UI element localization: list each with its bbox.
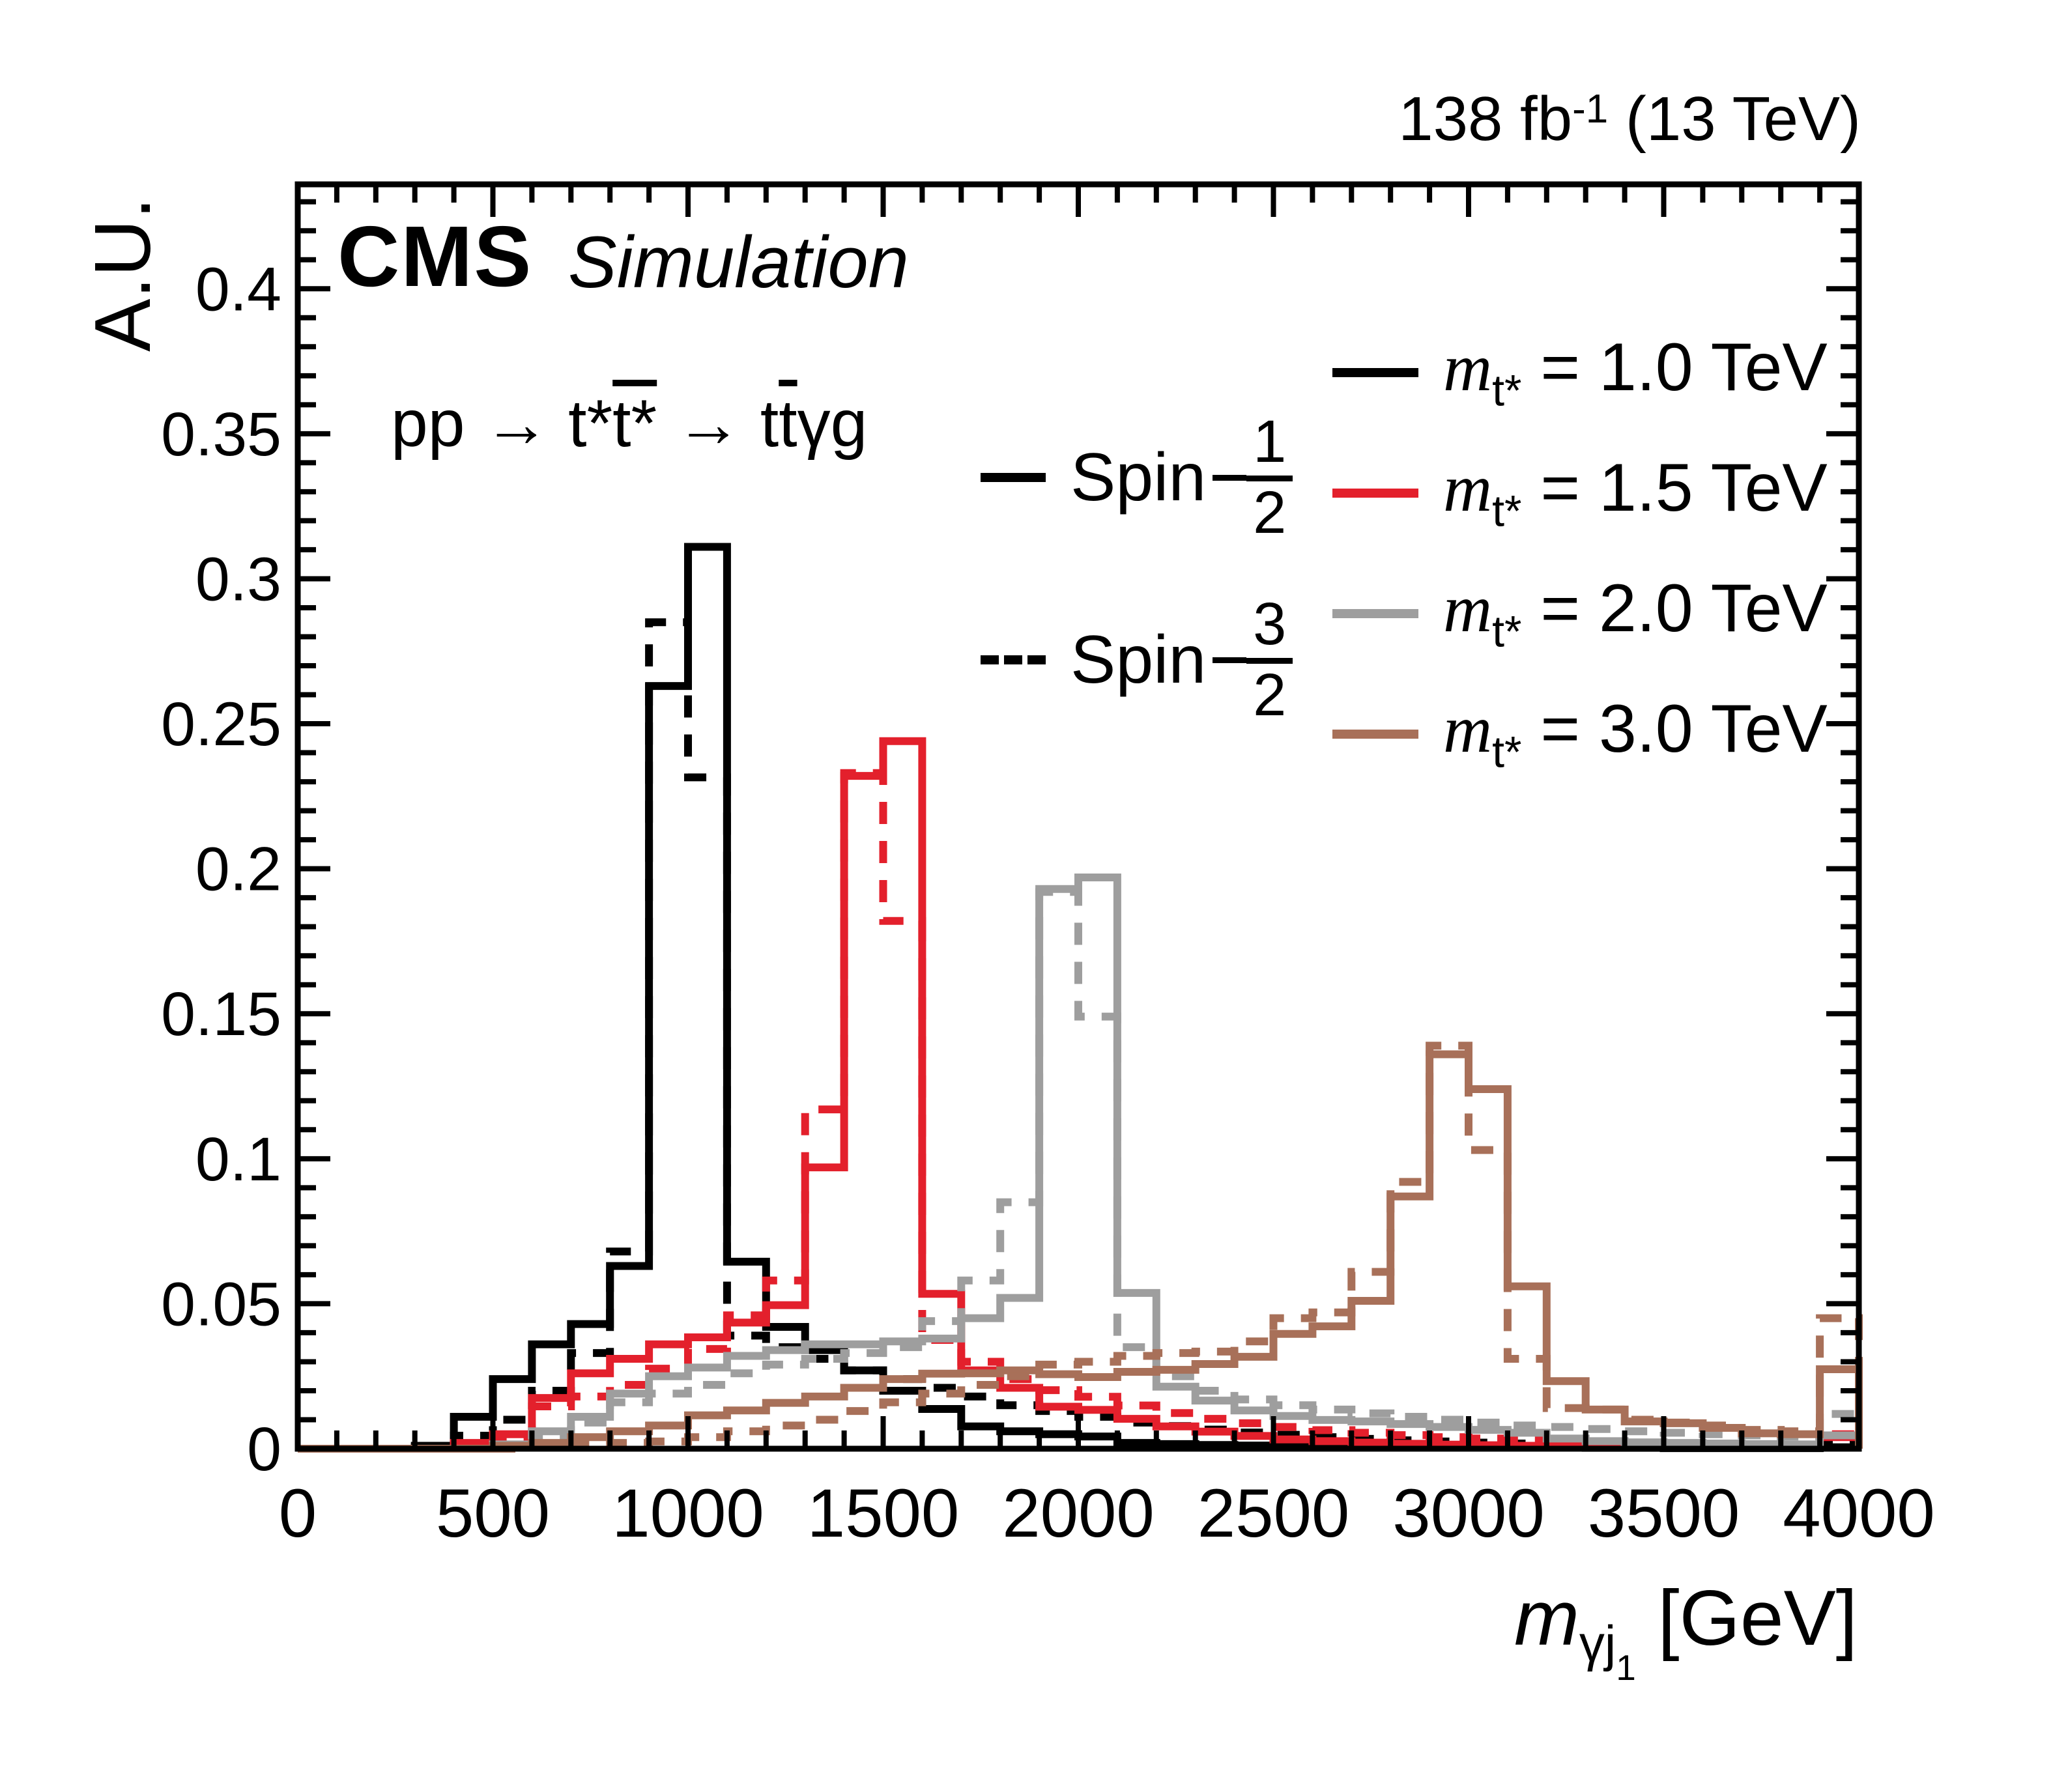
y-tick-label: 0.05 (161, 1270, 281, 1339)
fraction-denominator: 2 (1253, 661, 1287, 728)
y-tick-label: 0 (247, 1415, 281, 1484)
x-tick-label: 4000 (1783, 1475, 1935, 1552)
process-annotation: pp → t*t* → ttγg (391, 386, 867, 462)
x-tick-label: 2500 (1198, 1475, 1350, 1552)
spin-three-half-line-sample (981, 655, 1046, 665)
process-tstar-bar: t* (612, 386, 657, 461)
mass-1p5-line-sample (1332, 488, 1418, 498)
x-axis-subsubscript: 1 (1616, 1647, 1636, 1688)
fraction-numerator: 1 (1246, 411, 1293, 481)
x-tick-label: 1500 (807, 1475, 960, 1552)
legend-spin-half: Spin 1 2 (981, 411, 1293, 546)
y-tick-label: 0.2 (195, 835, 281, 904)
spin-three-half-text: Spin (1070, 621, 1207, 698)
mass-symbol: m (1443, 692, 1493, 767)
simulation-label: Simulation (568, 221, 909, 303)
luminosity-value: 138 fb (1398, 84, 1573, 154)
mass-value: = 3.0 TeV (1540, 691, 1828, 767)
y-tick-label: 0.4 (195, 255, 281, 324)
legend-spin-three-half: Spin 3 2 (981, 593, 1293, 728)
mass-subscript: t* (1492, 727, 1522, 777)
fraction-dash (1213, 474, 1247, 481)
fraction-numerator: 3 (1246, 593, 1293, 664)
spin-three-half-label: Spin 3 2 (1070, 593, 1293, 728)
luminosity-energy: (13 TeV) (1608, 84, 1861, 154)
x-axis-symbol: m (1514, 1574, 1579, 1662)
mass-subscript: t* (1492, 486, 1522, 536)
y-tick-label: 0.25 (161, 690, 281, 759)
mass-2p0-label: mt* = 2.0 TeV (1443, 570, 1828, 657)
y-tick-label: 0.3 (195, 545, 281, 614)
x-axis-subscript: γj (1579, 1615, 1616, 1673)
legend-mass-1p5: mt* = 1.5 TeV (1332, 449, 1828, 536)
mass-subscript: t* (1492, 606, 1522, 657)
x-tick-label: 1000 (612, 1475, 764, 1552)
cms-logo-text: CMS (337, 208, 533, 304)
mass-value: = 2.0 TeV (1540, 571, 1828, 646)
y-axis-title: A.U. (78, 197, 167, 352)
mass-2p0-line-sample (1332, 608, 1418, 618)
mass-symbol: m (1443, 330, 1493, 405)
legend-mass-3p0: mt* = 3.0 TeV (1332, 690, 1828, 777)
mass-value: = 1.5 TeV (1540, 450, 1828, 526)
mass-subscript: t* (1492, 365, 1522, 416)
x-tick-label: 3000 (1392, 1475, 1545, 1552)
mass-3p0-label: mt* = 3.0 TeV (1443, 690, 1828, 777)
luminosity-exponent: -1 (1572, 87, 1609, 132)
x-axis-title: mγj1 [GeV] (1514, 1573, 1858, 1688)
mass-3p0-line-sample (1332, 729, 1418, 739)
fraction-one-half: 1 2 (1246, 411, 1293, 546)
mass-value: = 1.0 TeV (1540, 330, 1828, 405)
process-part-b: → t (657, 386, 779, 461)
process-part-c: γg (797, 386, 868, 461)
x-axis-unit: [GeV] (1635, 1574, 1858, 1662)
mass-symbol: m (1443, 451, 1493, 526)
mass-1p0-line-sample (1332, 367, 1418, 377)
histogram-solid-a87059 (298, 1050, 1863, 1453)
spin-half-line-sample (981, 473, 1046, 483)
fraction-dash (1213, 657, 1247, 663)
fraction-denominator: 2 (1253, 479, 1287, 546)
x-tick-label: 500 (436, 1475, 550, 1552)
luminosity-label: 138 fb-1 (13 TeV) (1398, 83, 1861, 155)
mass-1p5-label: mt* = 1.5 TeV (1443, 449, 1828, 536)
legend-mass-2p0: mt* = 2.0 TeV (1332, 570, 1828, 657)
x-tick-label: 2000 (1002, 1475, 1155, 1552)
x-tick-label: 3500 (1588, 1475, 1740, 1552)
legend-mass-1p0: mt* = 1.0 TeV (1332, 329, 1828, 416)
process-tbar: t (779, 386, 797, 461)
mass-1p0-label: mt* = 1.0 TeV (1443, 329, 1828, 416)
spin-half-label: Spin 1 2 (1070, 411, 1293, 546)
fraction-three-half: 3 2 (1246, 593, 1293, 728)
process-part-a: pp → t* (391, 386, 613, 461)
y-tick-label: 0.15 (161, 980, 281, 1049)
spin-half-text: Spin (1070, 439, 1207, 515)
y-tick-label: 0.1 (195, 1125, 281, 1194)
y-tick-label: 0.35 (161, 400, 281, 469)
x-tick-label: 0 (279, 1475, 317, 1552)
mass-symbol: m (1443, 571, 1493, 646)
